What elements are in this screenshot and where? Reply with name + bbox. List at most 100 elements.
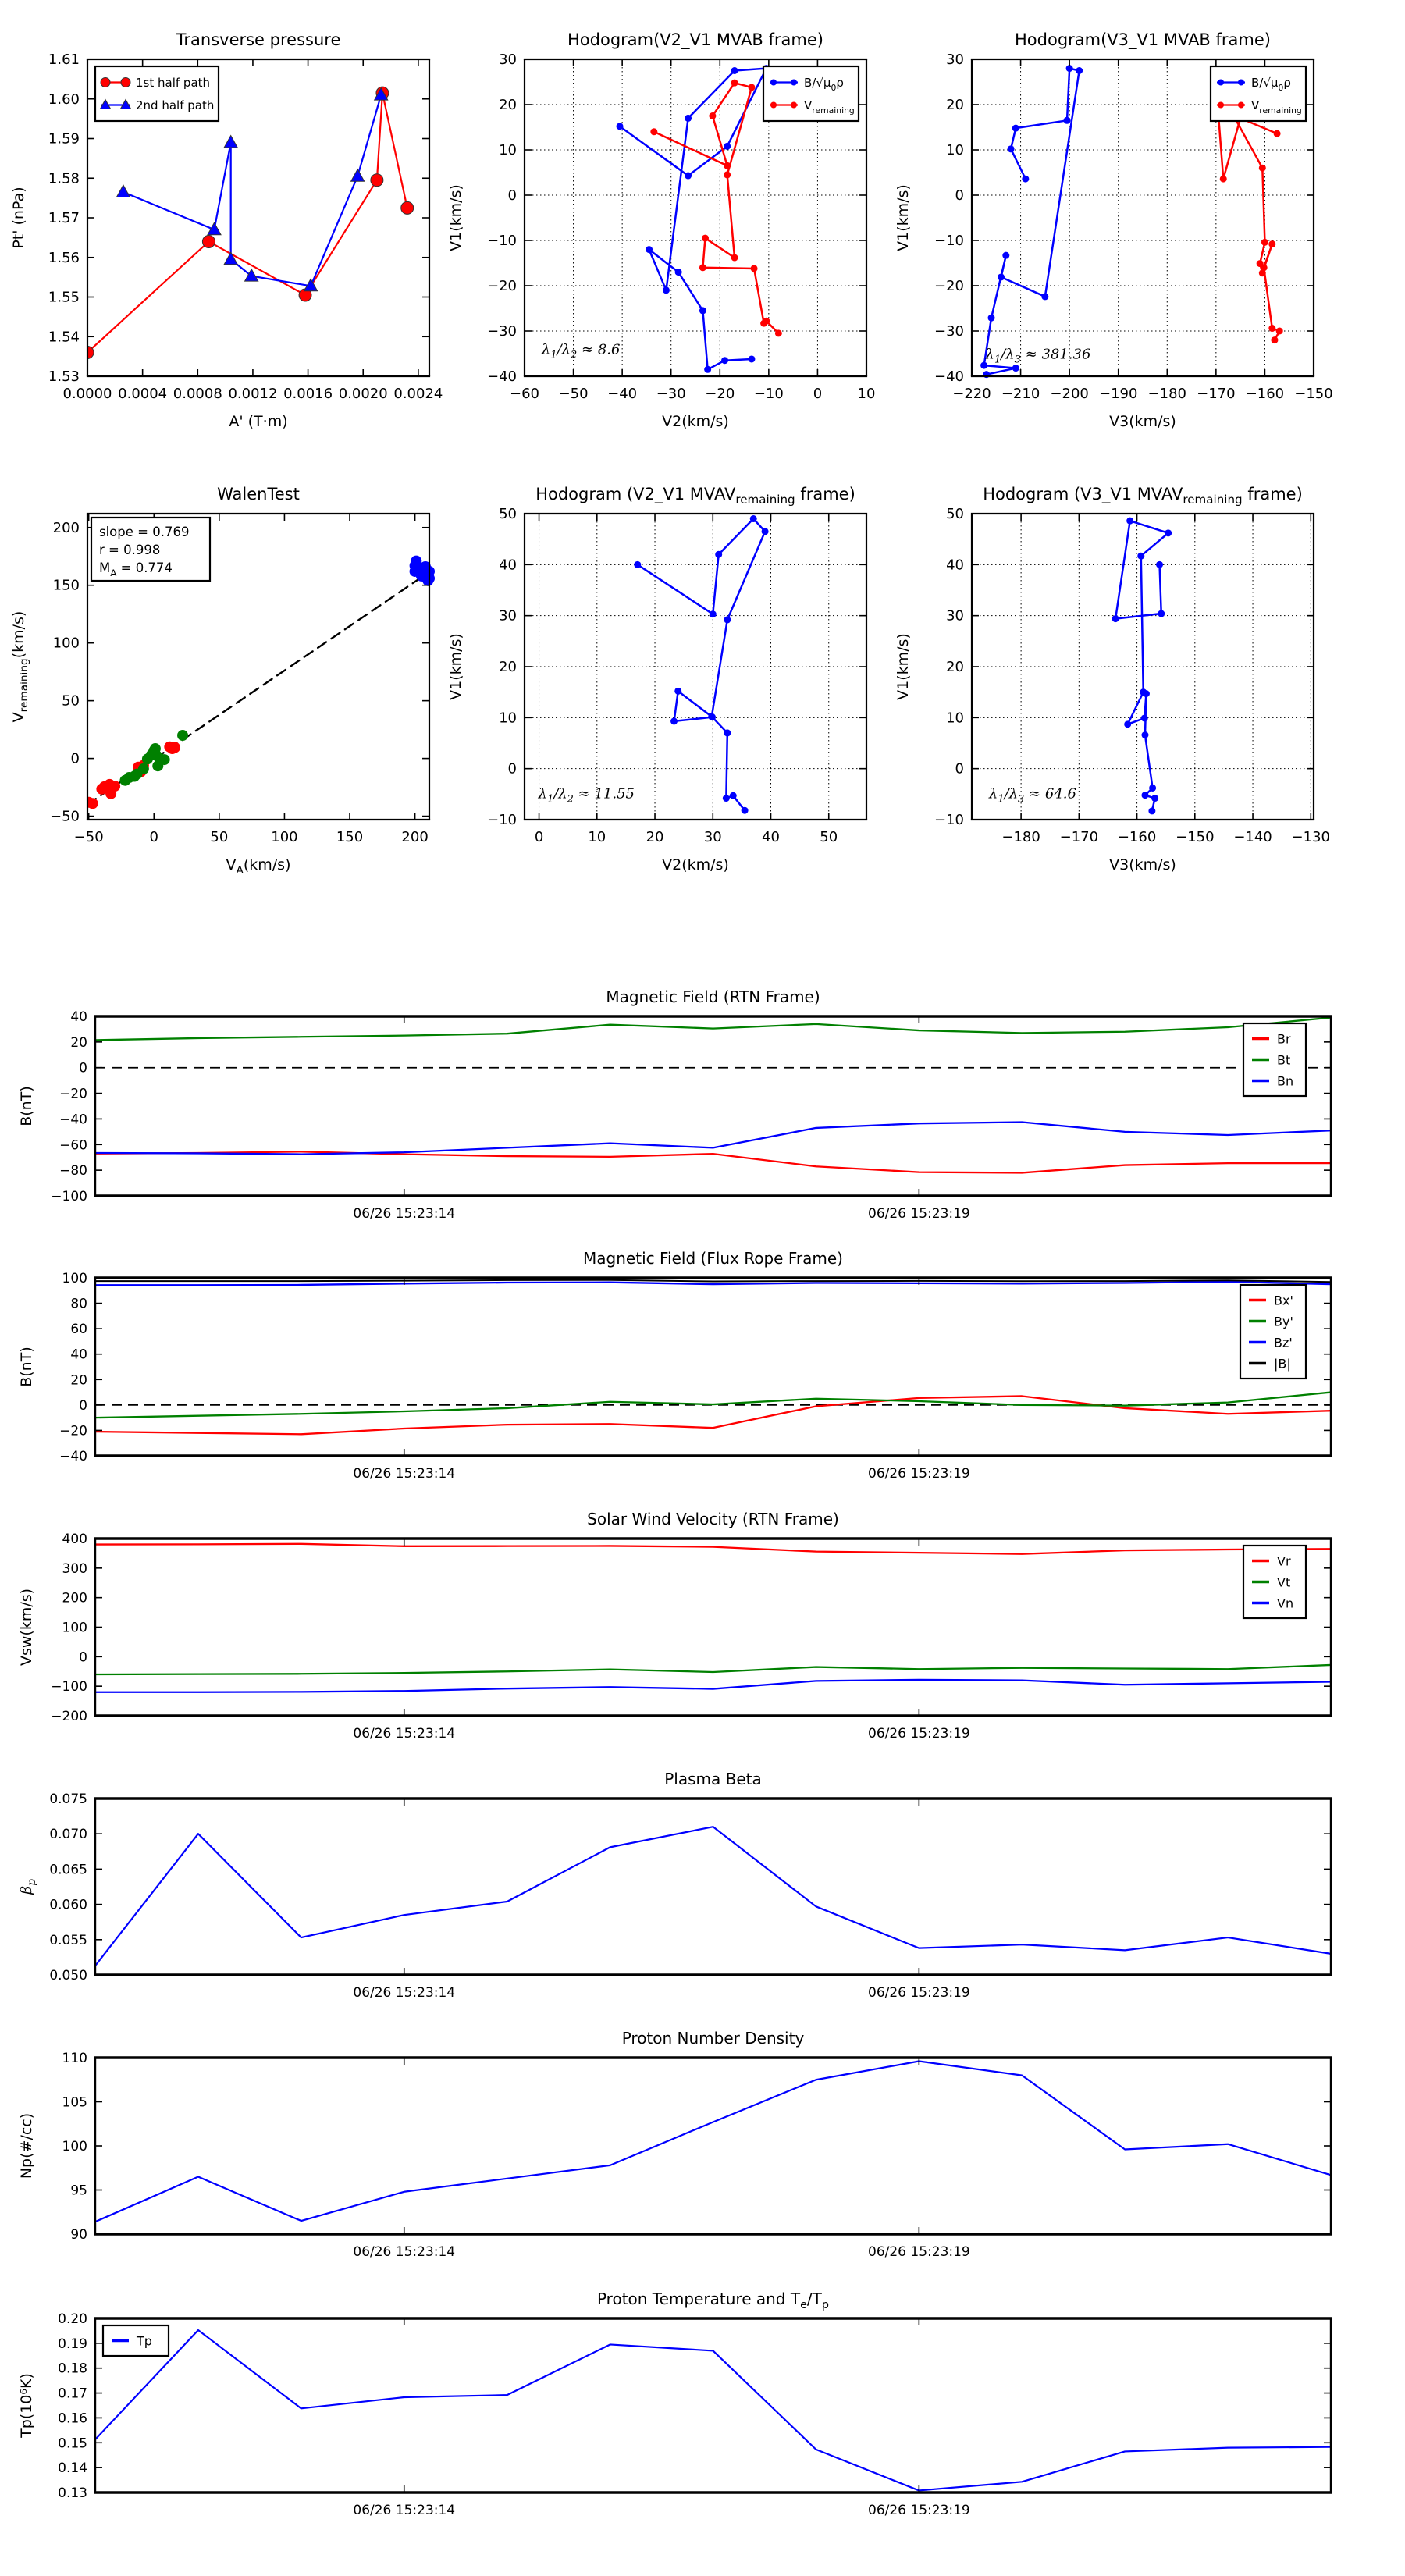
svg-text:1.59: 1.59: [48, 131, 80, 148]
svg-text:−220: −220: [952, 386, 991, 402]
axis-ticks: [971, 59, 1314, 377]
svg-text:−40: −40: [59, 1449, 87, 1464]
svg-text:Bx': Bx': [1274, 1293, 1293, 1308]
svg-text:−150: −150: [1294, 386, 1332, 402]
svg-text:0.0020: 0.0020: [339, 386, 388, 402]
svg-text:0: 0: [150, 829, 158, 845]
svg-text:20: 20: [946, 659, 964, 675]
svg-text:0: 0: [535, 829, 543, 845]
svg-text:−40: −40: [59, 1112, 87, 1127]
svg-text:1.61: 1.61: [48, 52, 80, 68]
svg-text:06/26 15:23:19: 06/26 15:23:19: [868, 1726, 970, 1742]
svg-text:V2(km/s): V2(km/s): [662, 856, 729, 873]
svg-text:−200: −200: [1050, 386, 1088, 402]
svg-text:400: 400: [62, 1532, 87, 1547]
svg-text:0.0016: 0.0016: [283, 386, 333, 402]
svg-text:2nd half path: 2nd half path: [136, 98, 214, 112]
svg-text:Hodogram (V3_V1 MVAVremaining: Hodogram (V3_V1 MVAVremaining frame): [983, 485, 1303, 507]
svg-text:30: 30: [946, 52, 964, 68]
series-points-mid: [119, 730, 189, 786]
axis-ticks: [95, 1538, 1331, 1717]
series-layer: [94, 1279, 1332, 1436]
chart-mag-rtn: 06/26 15:23:14 06/26 15:23:19 40 20 0 −20 −40 −…: [18, 987, 1332, 1222]
legend: Vr Vt Vn: [1242, 1544, 1307, 1620]
svg-text:30: 30: [704, 829, 722, 845]
panel-magnetic-field-flux-rope: 06/26 15:23:14 06/26 15:23:19 100 80 60 40 20 0…: [0, 1229, 1366, 1525]
svg-text:−100: −100: [51, 1679, 87, 1695]
plot-frame: [94, 2317, 1332, 2494]
svg-text:0.0008: 0.0008: [173, 386, 222, 402]
svg-text:1.58: 1.58: [48, 170, 80, 187]
series-Bx': [94, 1395, 1332, 1436]
svg-text:10: 10: [946, 710, 964, 726]
chart-hodogram-v2-mvab: −60 −50 −40 −30 −20 −10 0 10 −40 −30 −20 −10 0 10 20 30…: [447, 30, 875, 430]
svg-text:−210: −210: [1001, 386, 1040, 402]
series-layer: [1112, 517, 1172, 815]
svg-text:0.0004: 0.0004: [118, 386, 167, 402]
svg-text:MA = 0.774: MA = 0.774: [99, 560, 173, 578]
svg-text:B(nT): B(nT): [18, 1086, 35, 1126]
panel-proton-number-density: 06/26 15:23:14 06/26 15:23:19 110 105 100 95 9…: [0, 2009, 1366, 2303]
series-Bn: [94, 1121, 1332, 1155]
series-B/sqrt(mu0 rho): [980, 65, 1083, 379]
plot-background: [95, 1016, 1331, 1196]
svg-text:0.070: 0.070: [49, 1827, 87, 1842]
svg-text:06/26 15:23:14: 06/26 15:23:14: [353, 2503, 455, 2518]
svg-text:110: 110: [62, 2051, 87, 2066]
svg-text:V1(km/s): V1(km/s): [447, 633, 464, 700]
series-1st half path: [87, 86, 414, 360]
svg-text:06/26 15:23:14: 06/26 15:23:14: [353, 1985, 455, 2001]
svg-text:0.19: 0.19: [58, 2336, 87, 2352]
svg-text:0.055: 0.055: [49, 1933, 87, 1948]
svg-text:−130: −130: [1292, 829, 1330, 845]
svg-text:50: 50: [62, 693, 80, 710]
chart-walen-test: −50 0 50 100 150 200 −50 0 50 100 150 200 WalenTest V…: [10, 485, 435, 877]
svg-text:Vr: Vr: [1277, 1554, 1291, 1569]
series-layer: [87, 86, 414, 360]
svg-text:Bn: Bn: [1277, 1074, 1293, 1089]
svg-text:−160: −160: [1118, 829, 1156, 845]
svg-text:40: 40: [946, 557, 964, 573]
series-B/sqrt(mu0 rho): [616, 65, 770, 373]
svg-text:−30: −30: [656, 386, 686, 402]
svg-text:20: 20: [70, 1372, 87, 1388]
chart-hodogram-v3-mvab: −220 −210 −200 −190 −180 −170 −160 −150−40−30−2…: [895, 30, 1333, 430]
svg-text:200: 200: [62, 1591, 87, 1606]
legend: B/√μ0ρ Vremaining: [762, 65, 860, 123]
series-Br: [94, 1151, 1332, 1174]
svg-text:V2(km/s): V2(km/s): [662, 413, 729, 430]
chart-solar-wind-velocity: 06/26 15:23:14 06/26 15:23:19 400 300 200 100…: [18, 1510, 1332, 1742]
svg-text:105: 105: [62, 2095, 87, 2111]
svg-text:0.075: 0.075: [49, 1791, 87, 1807]
svg-text:0: 0: [955, 187, 964, 204]
svg-text:1.60: 1.60: [48, 91, 80, 108]
svg-text:λ1/λ2 ≈ 8.6: λ1/λ2 ≈ 8.6: [541, 342, 621, 361]
svg-text:1.55: 1.55: [48, 290, 80, 306]
svg-text:06/26 15:23:14: 06/26 15:23:14: [353, 1206, 455, 1222]
series-layer: [94, 1016, 1332, 1174]
svg-text:−60: −60: [510, 386, 539, 402]
svg-text:0: 0: [813, 386, 822, 402]
svg-text:06/26 15:23:19: 06/26 15:23:19: [868, 1206, 970, 1222]
svg-text:40: 40: [499, 557, 517, 573]
svg-text:−10: −10: [934, 233, 964, 249]
svg-text:Br: Br: [1277, 1032, 1291, 1047]
svg-text:0: 0: [955, 761, 964, 777]
plot-background: [95, 1278, 1331, 1456]
svg-text:06/26 15:23:19: 06/26 15:23:19: [868, 1466, 970, 1482]
svg-text:|B|: |B|: [1274, 1357, 1291, 1372]
svg-text:100: 100: [62, 2139, 87, 2154]
series-By': [94, 1391, 1332, 1419]
svg-text:200: 200: [53, 520, 80, 536]
svg-text:0.14: 0.14: [58, 2460, 87, 2476]
svg-text:0.16: 0.16: [58, 2411, 87, 2426]
svg-text:10: 10: [499, 142, 517, 158]
svg-text:−10: −10: [934, 812, 964, 828]
svg-text:−170: −170: [1060, 829, 1098, 845]
svg-text:V1(km/s): V1(km/s): [895, 184, 912, 251]
series-beta_p: [94, 1826, 1332, 1967]
panel-plasma-beta: 06/26 15:23:14 06/26 15:23:19 0.075 0.070 0.…: [0, 1750, 1366, 2044]
svg-text:−140: −140: [1233, 829, 1272, 845]
svg-text:10: 10: [946, 142, 964, 158]
series-Np: [94, 2060, 1332, 2223]
